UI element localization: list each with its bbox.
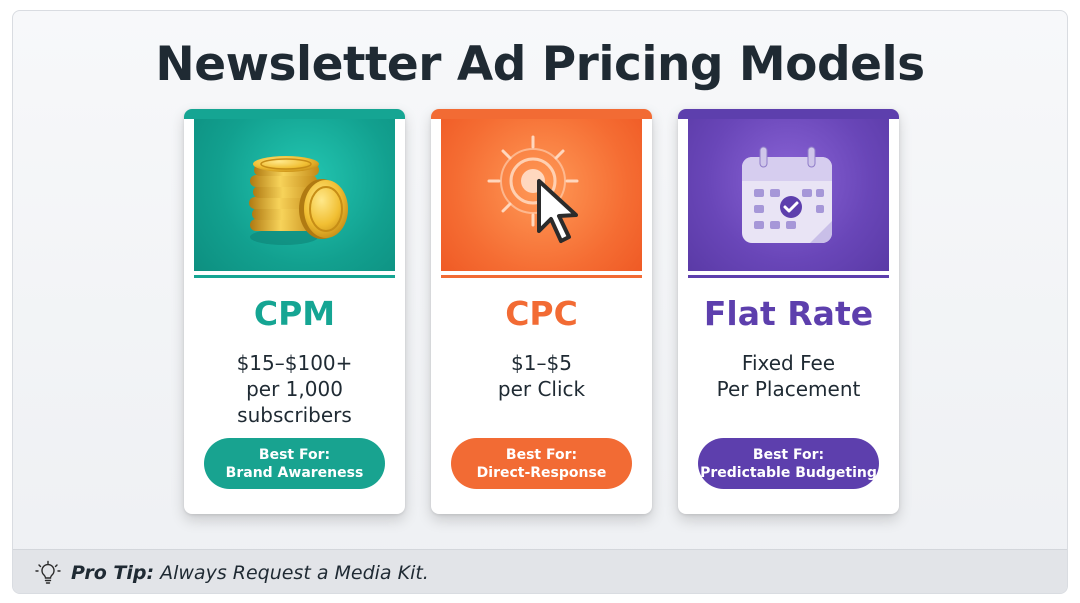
best-for-badge: Best For: Brand Awareness — [204, 438, 385, 489]
pro-tip-label: Pro Tip: — [71, 562, 155, 584]
price-line: subscribers — [237, 403, 352, 427]
card-top-band — [678, 109, 899, 119]
infographic-frame: Newsletter Ad Pricing Models — [12, 10, 1068, 594]
model-name: Flat Rate — [703, 294, 874, 333]
price-line: $15–$100+ — [236, 351, 353, 375]
calendar-check-icon — [742, 146, 832, 243]
best-for-badge: Best For: Predictable Budgeting — [698, 438, 879, 489]
card-top-band — [431, 109, 652, 119]
pro-tip-bar: Pro Tip: Always Request a Media Kit. — [13, 549, 1067, 593]
best-for-value: Predictable Budgeting — [700, 465, 877, 481]
best-for-badge: Best For: Direct-Response — [451, 438, 632, 489]
card-hero — [441, 119, 642, 271]
lightbulb-icon — [35, 560, 61, 584]
price-line: $1–$5 — [511, 351, 572, 375]
model-name: CPM — [253, 294, 336, 333]
card-divider — [688, 275, 889, 278]
best-for-label: Best For: — [752, 447, 825, 463]
price-line: per 1,000 — [246, 377, 343, 401]
pro-tip-text: Pro Tip: Always Request a Media Kit. — [71, 562, 429, 584]
card-hero — [688, 119, 889, 271]
best-for-value: Direct-Response — [476, 465, 607, 481]
card-divider — [441, 275, 642, 278]
best-for-label: Best For: — [505, 447, 578, 463]
best-for-label: Best For: — [258, 447, 331, 463]
best-for-value: Brand Awareness — [225, 465, 364, 481]
card-cpc: CPC $1–$5 per Click Best For: Direct-Res… — [431, 109, 652, 514]
pro-tip-message: Always Request a Media Kit. — [160, 562, 429, 584]
price-line: Per Placement — [716, 377, 861, 401]
card-divider — [194, 275, 395, 278]
gold-coins-icon — [249, 156, 348, 245]
price-line: Fixed Fee — [741, 351, 836, 375]
price-line: per Click — [497, 377, 586, 401]
model-name: CPC — [505, 294, 578, 333]
card-cpm: CPM $15–$100+ per 1,000 subscribers Best… — [184, 109, 405, 514]
card-hero — [194, 119, 395, 271]
cursor-click-icon — [487, 135, 579, 243]
card-top-band — [184, 109, 405, 119]
page-title: Newsletter Ad Pricing Models — [155, 37, 925, 92]
card-flat-rate: Flat Rate Fixed Fee Per Placement Best F… — [678, 109, 899, 514]
